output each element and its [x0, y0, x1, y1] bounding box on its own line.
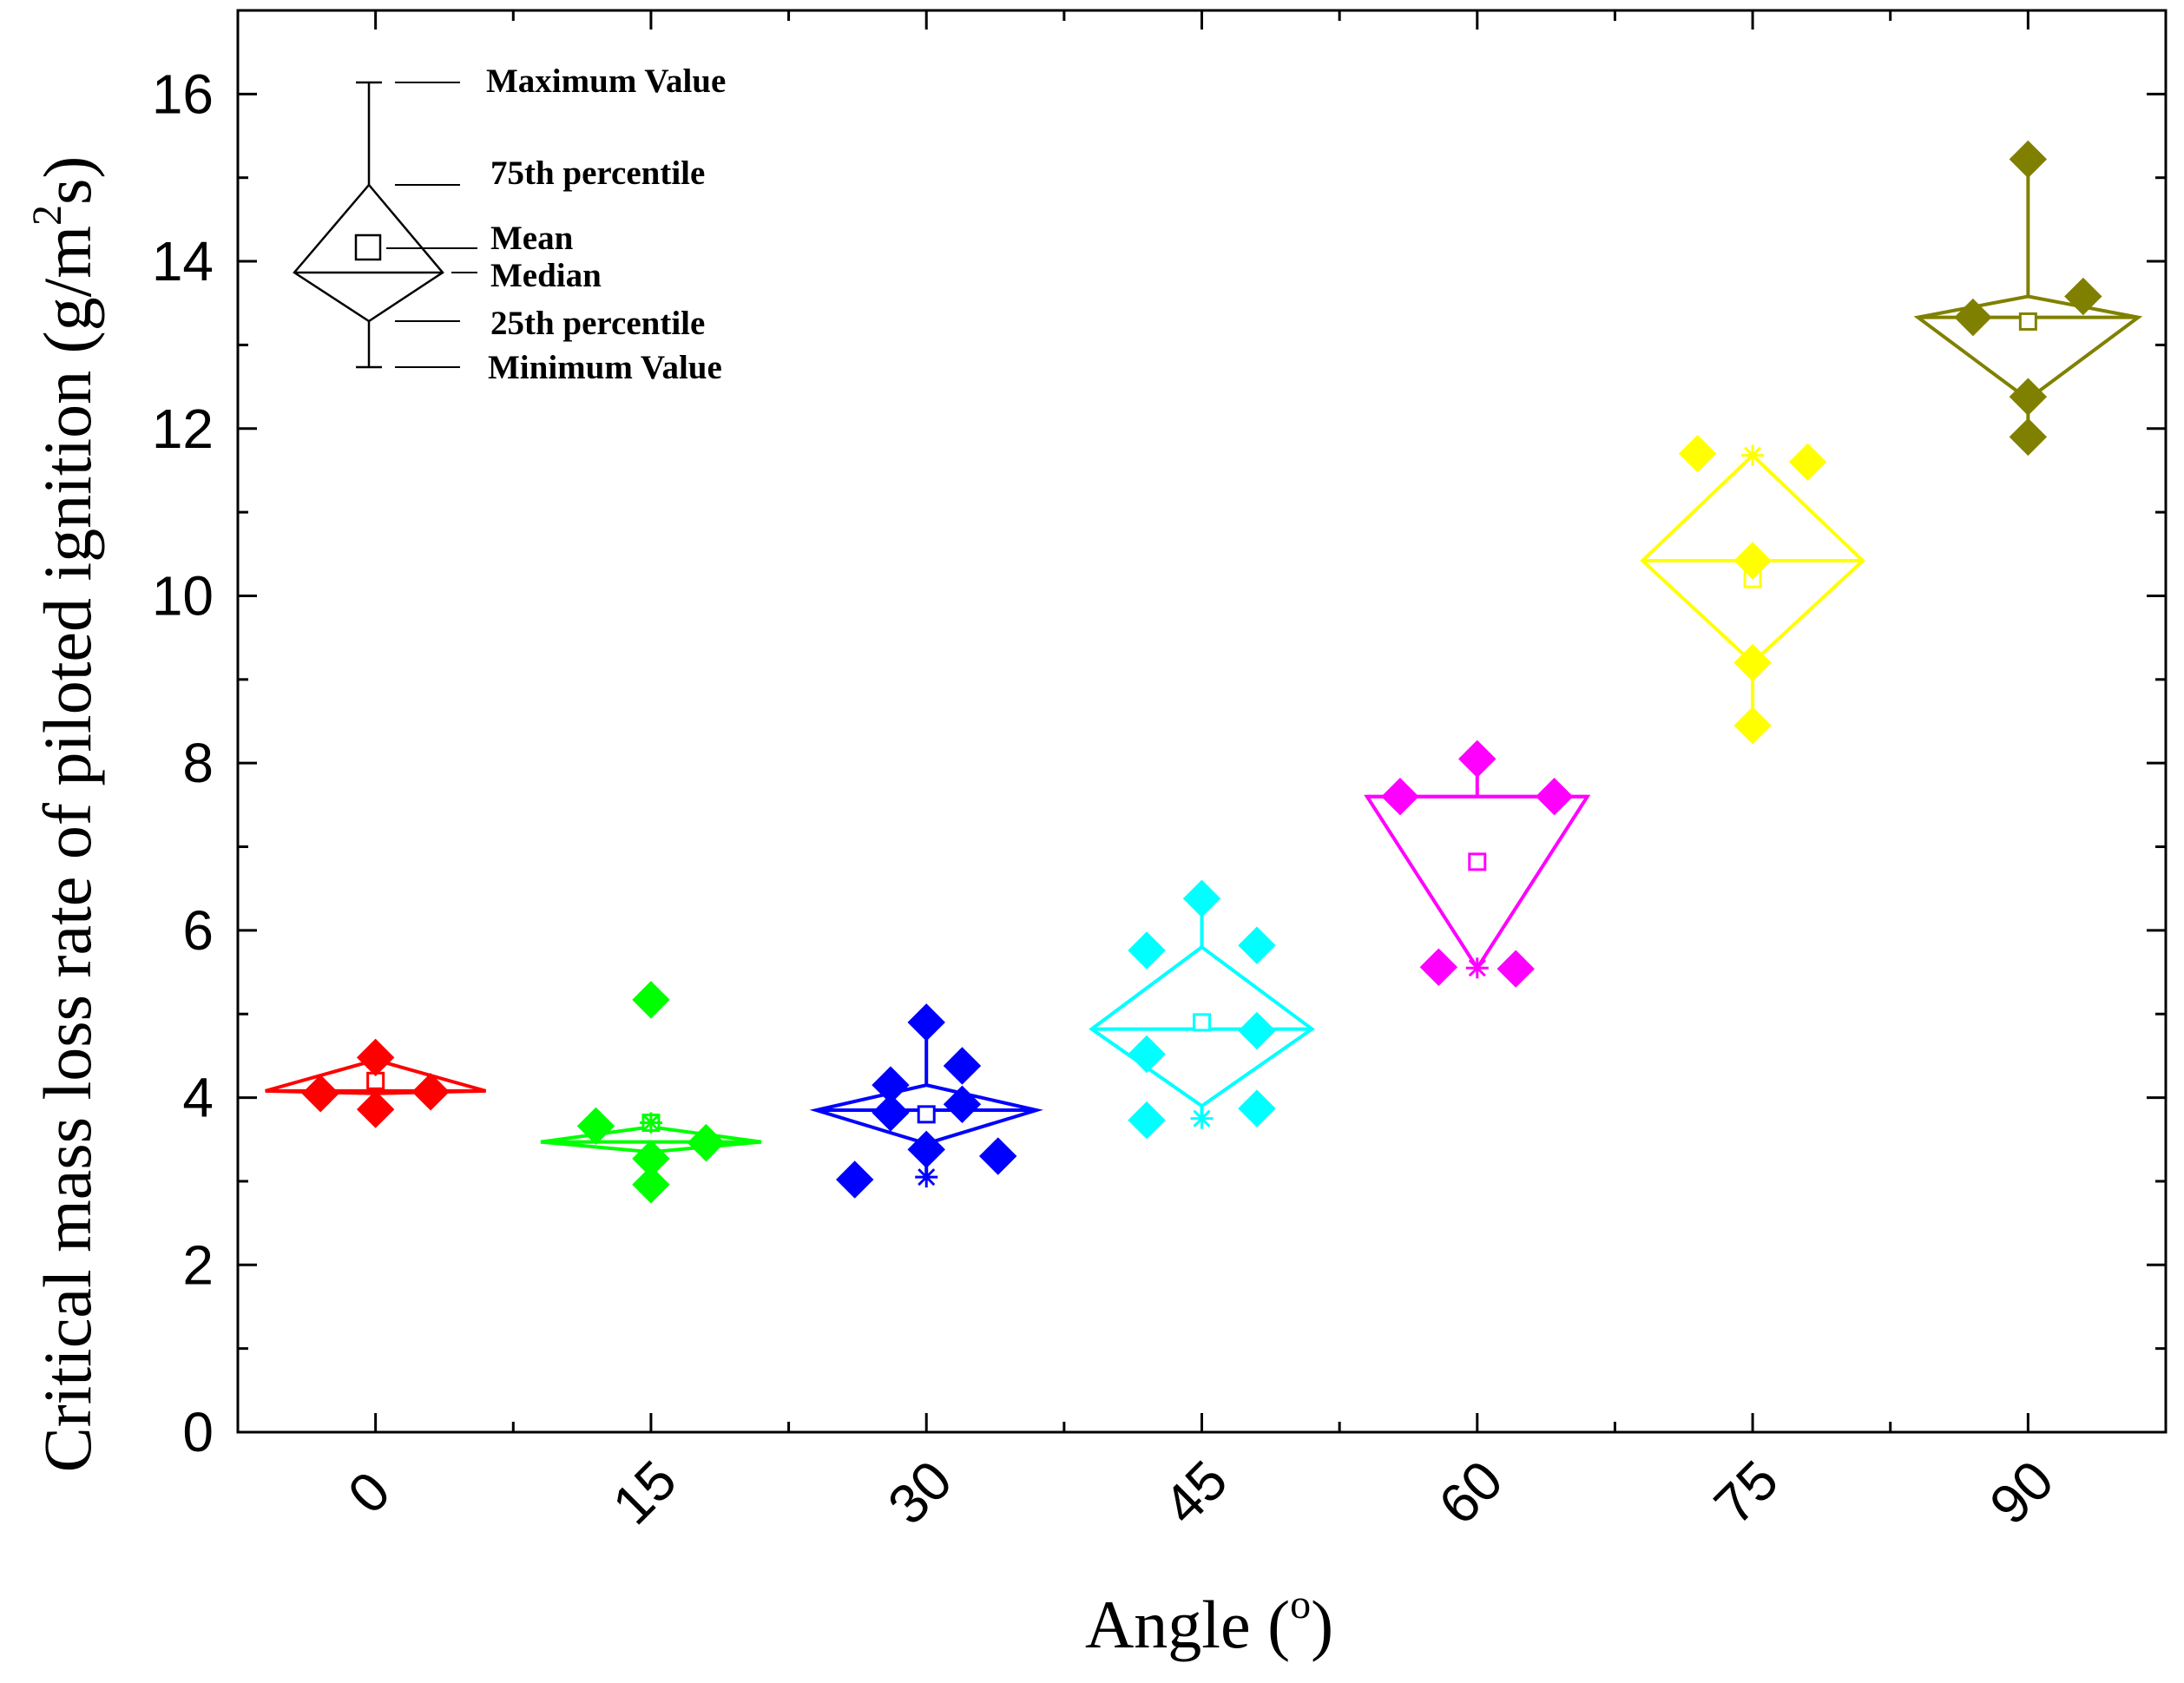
- data-point: [301, 1075, 339, 1113]
- y-axis-label-superscript: 2: [24, 205, 70, 226]
- data-point: [1182, 879, 1221, 917]
- data-point: [687, 1123, 726, 1162]
- data-point: [943, 1085, 982, 1124]
- data-point: [1788, 443, 1827, 482]
- series-group-0: [265, 1038, 487, 1128]
- data-point: [632, 981, 670, 1019]
- data-point: [2009, 140, 2048, 179]
- data-point: [1954, 298, 1992, 337]
- data-point: [907, 1003, 945, 1042]
- legend-label-p25: 25th percentile: [490, 305, 705, 342]
- data-point: [1733, 643, 1772, 682]
- x-tick-label: 90: [1977, 1449, 2065, 1536]
- data-point: [2009, 417, 2048, 457]
- series-group-30: [809, 1003, 1043, 1199]
- y-tick-label: 10: [152, 564, 214, 627]
- legend: Maximum Value 75th percentile Mean Media…: [293, 62, 726, 386]
- legend-label-p75: 75th percentile: [490, 154, 705, 192]
- data-point: [2009, 378, 2048, 416]
- legend-label-median: Median: [490, 257, 602, 294]
- min-marker: [1190, 1108, 1214, 1129]
- y-tick-label: 4: [182, 1067, 214, 1129]
- series-group-60: [1364, 740, 1591, 988]
- x-tick-label: 30: [876, 1449, 964, 1536]
- data-point: [836, 1160, 874, 1199]
- data-point: [411, 1073, 450, 1111]
- data-point: [907, 1130, 945, 1169]
- x-tick-label: 75: [1702, 1449, 1790, 1536]
- max-marker: [639, 1112, 662, 1134]
- x-tick-label: 0: [336, 1459, 402, 1525]
- data-point: [1497, 950, 1535, 988]
- data-point: [1381, 778, 1419, 816]
- x-tick-label: 60: [1427, 1449, 1515, 1536]
- series-layer: [265, 140, 2143, 1204]
- min-marker: [1465, 957, 1489, 979]
- mean-marker: [1193, 1013, 1211, 1032]
- data-point: [1128, 1035, 1166, 1074]
- series-group-45: [1089, 879, 1315, 1140]
- data-point: [632, 1166, 670, 1204]
- legend-label-min: Minimum Value: [488, 349, 722, 386]
- data-point: [1733, 542, 1772, 580]
- data-point: [1238, 1089, 1276, 1127]
- data-point: [2064, 277, 2102, 316]
- data-point: [356, 1090, 395, 1128]
- mean-marker: [2018, 312, 2037, 331]
- y-tick-label: 8: [182, 732, 214, 794]
- x-axis-label: Angle (o): [1085, 1581, 1333, 1662]
- legend-label-mean: Mean: [490, 220, 574, 257]
- series-group-90: [1913, 140, 2143, 457]
- data-point: [356, 1038, 395, 1077]
- diamond-box: [1364, 794, 1591, 971]
- y-tick-label: 12: [152, 398, 214, 460]
- series-group-15: [540, 981, 762, 1204]
- y-tick-label: 0: [182, 1401, 214, 1463]
- min-marker: [915, 1167, 938, 1188]
- data-point: [1238, 926, 1276, 964]
- y-tick-label: 6: [182, 899, 214, 962]
- data-point: [1128, 1101, 1166, 1140]
- mean-marker: [917, 1105, 936, 1124]
- x-tick-label: 45: [1151, 1449, 1239, 1536]
- diamond-box: [1089, 944, 1315, 1108]
- data-point: [1419, 948, 1458, 986]
- mean-marker: [1468, 852, 1487, 871]
- data-point: [1238, 1011, 1276, 1050]
- legend-diamond: [293, 183, 444, 323]
- y-tick-label: 16: [152, 62, 214, 125]
- data-point: [1733, 707, 1772, 745]
- max-marker: [1741, 444, 1765, 466]
- data-point: [943, 1047, 982, 1085]
- legend-mean-marker: [354, 233, 382, 261]
- data-point: [576, 1107, 615, 1146]
- y-axis-label: Critical mass loss rate of piloted ignit…: [24, 156, 105, 1473]
- x-axis-label-superscript: o: [1290, 1581, 1311, 1627]
- legend-label-max: Maximum Value: [486, 62, 726, 100]
- y-tick-label: 2: [182, 1233, 214, 1296]
- axes-layer: 0 2 4 6 8 10 12 14 16 0 15 30 45 60 75 90: [152, 9, 2168, 1536]
- series-group-75: [1640, 434, 1865, 745]
- y-tick-label: 14: [152, 230, 214, 293]
- data-point: [979, 1137, 1017, 1175]
- data-point: [1128, 931, 1166, 970]
- data-point: [1678, 434, 1717, 473]
- x-tick-label: 15: [601, 1449, 688, 1536]
- data-point: [872, 1094, 910, 1132]
- data-point: [1458, 740, 1497, 779]
- data-point: [1535, 778, 1574, 816]
